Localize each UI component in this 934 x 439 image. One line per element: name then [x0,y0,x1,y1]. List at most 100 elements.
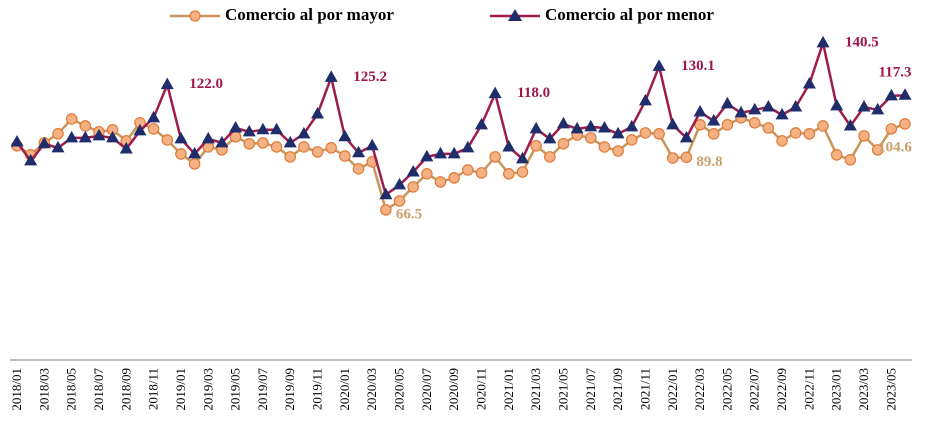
data-point [584,132,597,144]
data-label: 104.6 [878,139,912,155]
data-point [447,146,461,159]
data-point [598,141,611,153]
data-point [830,149,843,161]
data-point [857,99,871,112]
x-tick-label: 2018/09 [118,368,133,411]
data-point [503,167,515,180]
data-point [147,123,160,135]
data-point [898,88,912,100]
x-tick-label: 2022/03 [692,368,707,411]
data-point [871,102,885,115]
data-point [257,137,269,149]
data-point [776,135,788,147]
x-tick-label: 2018/11 [146,368,161,410]
data-point [543,131,557,144]
data-point [92,128,106,141]
data-point [311,106,325,119]
x-tick-label: 2021/07 [583,368,598,411]
data-point [421,167,433,180]
x-tick-label: 2020/09 [446,368,461,411]
data-point [325,142,338,154]
legend-label: Comercio al por mayor [225,5,394,24]
data-point [174,131,188,144]
data-point [817,120,829,132]
data-point [844,154,857,166]
data-point [256,122,270,135]
x-tick-label: 2021/01 [501,368,516,411]
data-point [707,113,721,126]
x-tick-label: 2020/01 [337,368,352,411]
data-label: 89.8 [696,154,722,170]
data-point [680,151,693,164]
x-tick-label: 2021/11 [637,368,652,410]
data-point [311,146,324,158]
data-point [270,122,284,135]
data-label: 66.5 [396,206,422,222]
data-point [803,128,816,140]
data-point [51,140,65,153]
data-point [761,99,775,112]
legend-marker [508,9,522,21]
data-point [748,102,762,115]
data-point [201,131,215,144]
data-point [10,134,24,147]
data-point [229,120,243,133]
data-point [653,128,665,140]
data-point [721,119,734,131]
data-point [365,138,379,151]
x-tick-label: 2020/07 [419,368,434,411]
data-point [147,110,161,123]
x-tick-label: 2020/11 [473,368,488,410]
data-label: 140.5 [845,34,879,50]
data-point [65,130,79,143]
data-point [106,130,120,143]
x-tick-label: 2023/03 [856,368,871,411]
data-point [242,124,256,137]
x-tick-label: 2019/03 [200,368,215,411]
data-point [858,130,870,142]
data-point [556,116,570,129]
data-label: 117.3 [879,65,912,81]
data-point [161,134,174,146]
data-point [393,195,406,207]
data-point [693,104,707,117]
data-point [175,148,187,160]
data-point [597,120,611,133]
data-point [338,129,352,142]
data-point [694,119,706,131]
data-point [79,120,92,132]
data-point [666,152,679,164]
data-point [283,135,297,148]
data-point [570,121,584,134]
x-tick-label: 2019/01 [173,368,188,411]
data-point [434,176,447,188]
legend-label: Comercio al por menor [545,5,714,24]
x-tick-label: 2018/07 [91,368,106,411]
data-point [557,137,570,150]
x-tick-label: 2023/01 [829,368,844,411]
data-label: 118.0 [517,85,550,101]
x-tick-label: 2019/11 [310,368,325,410]
data-point [462,164,474,176]
x-tick-label: 2019/07 [255,368,270,411]
x-tick-label: 2022/07 [747,368,762,411]
data-point [638,93,652,106]
data-point [339,150,351,162]
data-point [215,135,229,148]
x-tick-label: 2021/03 [528,368,543,411]
data-point [188,146,202,159]
data-point [298,141,310,153]
data-point [461,140,475,153]
data-point [284,151,297,163]
data-point [529,121,543,134]
data-point [52,128,64,140]
data-point [830,98,844,111]
data-point [324,70,338,82]
data-point [407,181,419,193]
data-point [584,119,598,132]
data-point [639,127,652,139]
x-tick-label: 2018/01 [9,368,24,411]
data-point [502,139,516,152]
data-point [475,167,488,179]
